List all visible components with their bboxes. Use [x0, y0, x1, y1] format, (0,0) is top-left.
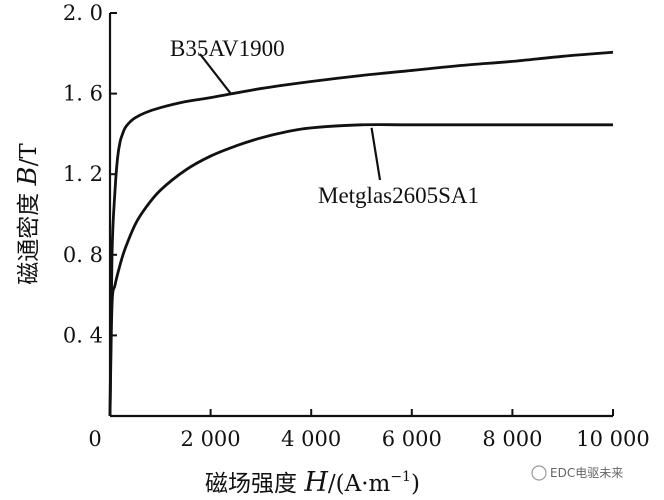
- y-tick-label: 1. 6: [63, 82, 103, 106]
- annotation-leader-1: [199, 53, 232, 95]
- annotations: B35AV1900 Metglas2605SA1: [170, 36, 479, 208]
- series-label-1: B35AV1900: [170, 36, 285, 61]
- y-axis-title-prefix: 磁通密度: [16, 185, 42, 284]
- watermark-logo-icon: [531, 465, 547, 481]
- annotation-leader-2: [370, 127, 382, 181]
- y-tick-label: 2. 0: [63, 1, 103, 25]
- x-tick-label: 8 000: [482, 427, 542, 451]
- axes: [108, 13, 613, 418]
- x-axis-title-unit: /(A·m: [328, 471, 391, 497]
- series-line-1: [108, 50, 614, 417]
- x-tick-label: 2 000: [181, 427, 241, 451]
- x-tick-label: 10 000: [576, 427, 649, 451]
- x-axis-title-prefix: 磁场强度: [205, 471, 304, 497]
- y-tick-label: 0. 8: [63, 243, 103, 267]
- watermark-text: EDC电驱未来: [550, 466, 623, 480]
- x-axis-title-symbol: H: [303, 467, 328, 498]
- watermark: EDC电驱未来: [531, 465, 623, 481]
- y-ticks: 0. 4 0. 8 1. 2 1. 6 2. 0: [63, 1, 117, 347]
- x-axis-title: 磁场强度 H/(A·m−1): [205, 467, 420, 498]
- y-axis-title: 磁通密度 B/T: [13, 143, 43, 285]
- y-tick-label: 1. 2: [63, 162, 103, 186]
- y-axis-title-unit: /T: [16, 143, 42, 167]
- x-axis-title-exponent: −1: [390, 469, 411, 485]
- y-axis-title-symbol: B: [13, 166, 43, 186]
- x-tick-label: 0: [88, 427, 101, 451]
- series-group: [108, 50, 614, 417]
- x-tick-label: 4 000: [281, 427, 341, 451]
- series-line-2: [108, 123, 613, 417]
- series-label-2: Metglas2605SA1: [318, 183, 479, 208]
- x-ticks: 0 2 000 4 000 6 000 8 000 10 000: [88, 409, 650, 451]
- x-tick-label: 6 000: [382, 427, 442, 451]
- y-tick-label: 0. 4: [63, 323, 103, 347]
- x-axis-title-close: ): [411, 471, 420, 497]
